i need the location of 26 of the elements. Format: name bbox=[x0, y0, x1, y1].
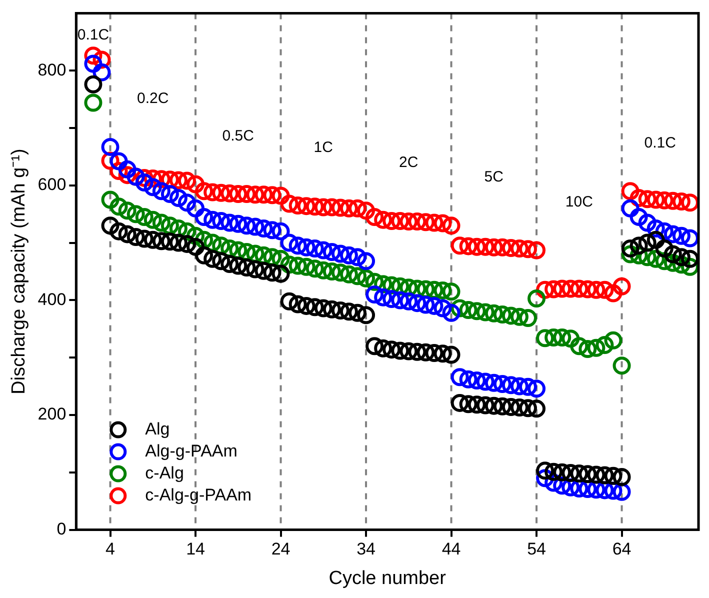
y-tick-label: 200 bbox=[38, 404, 66, 424]
y-tick-label: 0 bbox=[56, 519, 66, 538]
x-tick-label: 54 bbox=[527, 540, 546, 559]
y-tick-label: 600 bbox=[38, 175, 66, 194]
legend-label: Alg bbox=[145, 419, 170, 438]
annotation: 10C bbox=[565, 193, 594, 210]
annotation: 5C bbox=[484, 168, 504, 186]
y-tick-label: 800 bbox=[38, 60, 66, 80]
annotation: 2C bbox=[399, 154, 418, 171]
legend-label: c-Alg bbox=[145, 463, 184, 482]
annotation: 0.5C bbox=[222, 127, 254, 144]
legend-label: c-Alg-g-PAAm bbox=[145, 485, 252, 504]
y-tick-label: 400 bbox=[38, 290, 66, 309]
x-axis-title: Cycle number bbox=[328, 568, 447, 589]
x-tick-label: 34 bbox=[356, 540, 376, 559]
y-axis-title: Discharge capacity (mAh g⁻¹) bbox=[8, 148, 30, 394]
x-tick-label: 64 bbox=[612, 540, 632, 559]
annotation: 1C bbox=[314, 138, 334, 156]
annotation: 0.1C bbox=[644, 134, 676, 152]
x-tick-label: 24 bbox=[271, 540, 290, 559]
legend-label: Alg-g-PAAm bbox=[145, 441, 238, 460]
x-tick-label: 44 bbox=[442, 540, 461, 559]
x-tick-label: 4 bbox=[106, 540, 115, 559]
x-tick-label: 14 bbox=[186, 540, 205, 559]
annotation: 0.1C bbox=[77, 26, 110, 44]
annotation: 0.2C bbox=[137, 90, 169, 108]
